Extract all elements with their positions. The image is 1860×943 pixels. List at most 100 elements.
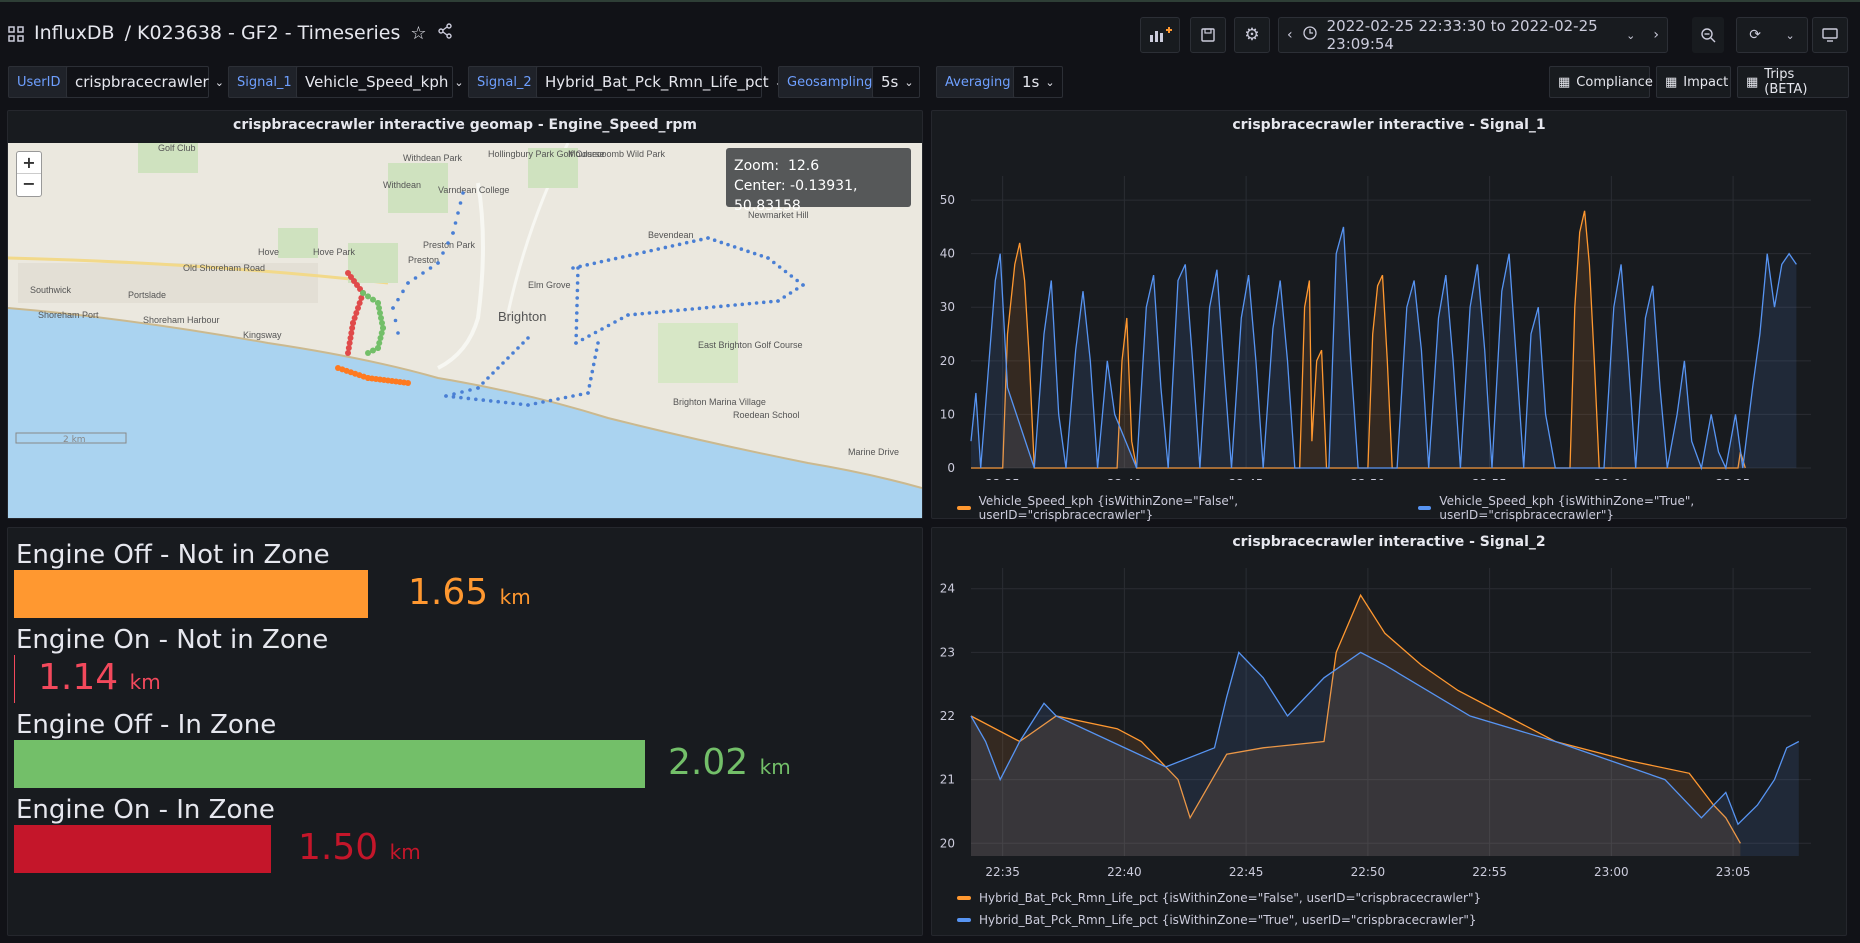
map-place-label: Marine Drive [848, 447, 899, 457]
stat-bar-gauge [14, 655, 15, 703]
series-line[interactable] [970, 651, 1800, 826]
variable-select-signal1[interactable]: Vehicle_Speed_kph ⌄ [296, 66, 464, 98]
tv-mode-button[interactable] [1812, 17, 1848, 53]
panel-title[interactable]: crispbracecrawler interactive geomap - E… [233, 117, 697, 133]
route-point [521, 341, 525, 345]
route-point [360, 290, 366, 296]
route-point [444, 394, 448, 398]
signal2-legend-false[interactable]: Hybrid_Bat_Pck_Rmn_Life_pct {isWithinZon… [957, 891, 1481, 905]
route-point [726, 303, 730, 308]
link-trips[interactable]: ▦ Trips (BETA) [1737, 66, 1849, 98]
route-point [691, 239, 696, 243]
time-forward-icon[interactable]: › [1653, 27, 1659, 43]
stat-title: Engine On - In Zone [16, 795, 275, 825]
route-point [376, 340, 383, 346]
y-tick-label: 24 [940, 582, 955, 596]
stat-number: 1.50 [298, 827, 379, 868]
route-point [461, 191, 465, 195]
panel-title[interactable]: crispbracecrawler interactive - Signal_1 [1232, 117, 1546, 133]
x-tick-label: 22:50 [1351, 477, 1386, 480]
signal2-panel: crispbracecrawler interactive - Signal_2 [931, 527, 1847, 936]
refresh-interval-chevron-icon[interactable]: ⌄ [1785, 28, 1795, 42]
save-dashboard-button[interactable] [1190, 17, 1226, 53]
time-picker[interactable]: ‹ 2022-02-25 22:33:30 to 2022-02-25 23:0… [1278, 17, 1668, 53]
route-point [496, 366, 500, 370]
route-point [649, 248, 653, 253]
route-point [590, 369, 595, 374]
series-line[interactable] [970, 593, 1741, 844]
apps-grid-icon[interactable] [8, 25, 24, 42]
signal1-legend-false[interactable]: Vehicle_Speed_kph {isWithinZone="False",… [957, 494, 1860, 522]
star-icon[interactable]: ☆ [410, 22, 427, 44]
zoom-out-button[interactable] [1692, 17, 1724, 53]
panel-title[interactable]: crispbracecrawler interactive - Signal_2 [1232, 534, 1546, 550]
variable-select-geosampling[interactable]: 5s ⌄ [872, 66, 920, 98]
zoom-in-button[interactable]: + [17, 152, 41, 174]
geomap[interactable]: Golf Club Withdean Park Hollingbury Park G… [8, 143, 922, 518]
route-point [563, 395, 568, 400]
share-icon[interactable] [437, 22, 453, 44]
legend-label: Hybrid_Bat_Pck_Rmn_Life_pct {isWithinZon… [979, 913, 1477, 927]
variable-select-userid[interactable]: crispbracecrawler ⌄ [66, 66, 224, 98]
route-point [578, 392, 583, 397]
route-point [413, 276, 418, 280]
y-tick-label: 21 [940, 773, 955, 787]
route-point [587, 384, 592, 388]
y-tick-label: 23 [940, 645, 955, 659]
map-place-label: Preston [408, 255, 439, 265]
y-tick-label: 20 [940, 354, 955, 368]
series-line[interactable] [971, 210, 1746, 469]
route-point [347, 335, 354, 341]
route-point [351, 315, 358, 321]
add-panel-button[interactable] [1140, 17, 1180, 53]
route-point [365, 293, 371, 300]
route-point [776, 299, 780, 303]
legend-swatch [957, 918, 971, 922]
zoom-out-map-button[interactable]: − [22, 174, 36, 193]
route-point [663, 245, 668, 250]
x-tick-label: 22:45 [1229, 477, 1264, 480]
map-place-label: Hove [258, 247, 279, 257]
settings-button[interactable]: ⚙ [1234, 17, 1270, 53]
route-point [496, 399, 500, 404]
map-canvas[interactable]: Golf Club Withdean Park Hollingbury Park G… [8, 143, 922, 518]
legend-swatch [1417, 506, 1432, 510]
link-impact[interactable]: ▦ Impact [1656, 66, 1731, 98]
zoom-label: Zoom: [734, 158, 780, 174]
x-tick-label: 22:35 [985, 865, 1020, 879]
variable-select-signal2[interactable]: Hybrid_Bat_Pck_Rmn_Life_pct⌄ [536, 66, 784, 98]
route-point [456, 211, 460, 215]
variable-select-averaging[interactable]: 1s ⌄ [1013, 66, 1063, 98]
chevron-down-icon: ⌄ [1626, 28, 1636, 42]
add-panel-icon [1150, 27, 1172, 42]
route-point [501, 361, 505, 365]
map-place-label: Kingsway [243, 330, 282, 340]
signal2-chart[interactable]: 20 21 22 23 24 22:35 22:40 22:45 22:50 22:55 23:00… [931, 558, 1847, 888]
breadcrumb-dashboard[interactable]: / K023638 - GF2 - Timeseries [124, 22, 401, 44]
refresh-button[interactable]: ⟳ ⌄ [1736, 17, 1808, 53]
route-point [355, 305, 361, 311]
series-line[interactable] [970, 226, 1797, 471]
breadcrumb-app[interactable]: InfluxDB [34, 22, 115, 44]
gear-icon: ⚙ [1244, 25, 1260, 45]
x-tick-label: 22:40 [1107, 477, 1142, 480]
link-compliance[interactable]: ▦ Compliance [1549, 66, 1653, 98]
route-point [606, 323, 611, 328]
x-tick-label: 23:05 [1716, 477, 1751, 480]
route-point [377, 335, 384, 341]
signal1-chart[interactable]: 0 10 20 30 40 50 22:35 22:40 22:45 22:50 22:55 23:0… [931, 140, 1847, 480]
map-zoom-control: + − [16, 151, 42, 197]
route-point [600, 327, 604, 331]
x-tick-label: 23:00 [1594, 865, 1629, 879]
stat-title: Engine Off - Not in Zone [16, 540, 330, 570]
signal2-legend-true[interactable]: Hybrid_Bat_Pck_Rmn_Life_pct {isWithinZon… [957, 913, 1477, 927]
time-back-icon[interactable]: ‹ [1287, 27, 1293, 43]
route-point [576, 266, 580, 270]
route-point [571, 266, 575, 270]
route-point [380, 325, 386, 331]
route-point [452, 392, 456, 396]
center-label: Center: [734, 178, 786, 194]
chevron-down-icon: ⌄ [1045, 75, 1055, 89]
route-point [511, 351, 515, 355]
route-point [446, 241, 450, 245]
